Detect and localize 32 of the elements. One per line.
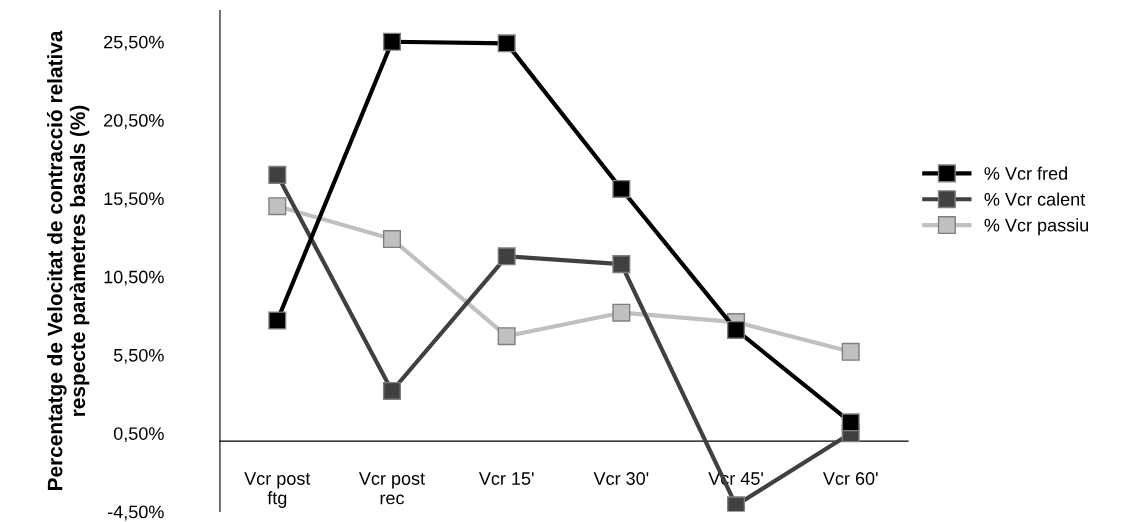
x-tick-label: Vcr post rec xyxy=(358,472,425,505)
point xyxy=(382,381,402,401)
point xyxy=(382,32,402,51)
point xyxy=(612,179,631,198)
point xyxy=(612,303,631,322)
y-tick-label: 0,50% xyxy=(113,427,164,443)
legend-label: % Vcr calent xyxy=(984,192,1086,206)
legend-label: % Vcr passiu xyxy=(984,218,1089,236)
point xyxy=(268,311,287,330)
y-tick-label: 15,50% xyxy=(104,192,164,208)
x-tick-label: Vcr 15' xyxy=(478,472,534,485)
point xyxy=(841,413,860,432)
y-tick-label: 20,50% xyxy=(104,113,164,129)
x-tick-label: Vcr 30' xyxy=(593,472,649,485)
point xyxy=(268,197,287,216)
x-tick-label: Vcr 60' xyxy=(822,472,878,485)
point xyxy=(382,230,402,249)
point xyxy=(497,327,516,346)
y-tick-label: 10,50% xyxy=(104,270,164,286)
y-tick-label: -4,50% xyxy=(108,505,164,521)
legend-label: % Vcr fred xyxy=(984,166,1067,180)
point xyxy=(841,342,860,361)
point xyxy=(726,496,746,512)
point xyxy=(497,34,516,53)
point xyxy=(612,255,631,274)
point xyxy=(726,320,746,339)
y-tick-label: 5,50% xyxy=(113,348,164,364)
point xyxy=(268,165,287,184)
y-axis-title: Percentatge de Velocitat de contracció relativa respecte paràmetres basals (%) xyxy=(46,30,90,491)
point xyxy=(497,247,516,266)
y-tick-label: 25,50% xyxy=(104,35,164,51)
x-tick-label: Vcr post ftg xyxy=(244,472,311,508)
